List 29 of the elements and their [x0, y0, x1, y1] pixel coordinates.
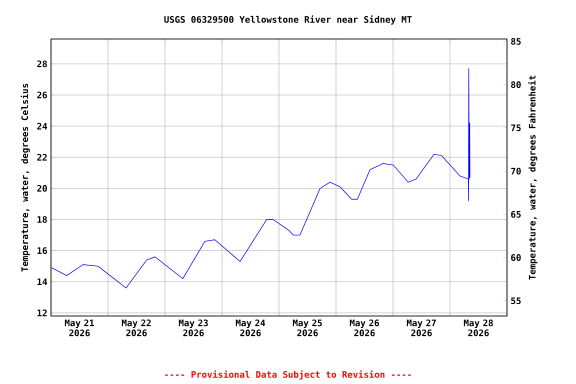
x-tick-label: May 27 2026: [406, 320, 436, 336]
y-tick-label: 28: [37, 60, 47, 68]
y-tick-label: 24: [37, 122, 48, 130]
x-tick-label: May 25 2026: [292, 320, 322, 336]
text: ---- Provisional Data Subject to Revision ----: [165, 370, 411, 380]
y-tick-label: 22: [37, 154, 47, 161]
x-tick-label: May 26 2026: [350, 320, 379, 336]
chart-title: USGS 06329500 Yellowstone River near Sidney MT: [164, 15, 412, 25]
y2-tick-label: 75: [511, 124, 521, 132]
y-tick-label: 16: [38, 247, 47, 254]
y-tick-label: 12: [38, 310, 47, 316]
y-tick-label: 26: [37, 92, 47, 98]
y2-axis-title: Temperature, water, degrees Fahrenheit: [528, 76, 538, 280]
x-tick-label: May 24 2026: [236, 320, 266, 336]
y2-tick-label: 55: [511, 297, 521, 304]
x-tick-label: May 22 2026: [122, 320, 151, 336]
y2-tick-label: 80: [511, 81, 521, 88]
y-tick-label: 18: [38, 216, 47, 223]
y-axis-title: Temperature, water, degrees Celsius: [20, 84, 30, 272]
y-tick-label: 20: [37, 185, 47, 192]
y2-tick-label: 65: [511, 210, 521, 218]
y2-tick-label: 70: [511, 168, 521, 174]
y2-tick-label: 85: [511, 38, 521, 45]
line-series: [51, 68, 470, 288]
y-tick-label: 14: [38, 278, 48, 286]
x-tick-label: May 23 2026: [178, 320, 208, 336]
y2-tick-label: 60: [511, 254, 521, 261]
x-tick-label: May 28 2026: [464, 320, 493, 336]
x-tick-label: May 21 2026: [64, 320, 94, 336]
